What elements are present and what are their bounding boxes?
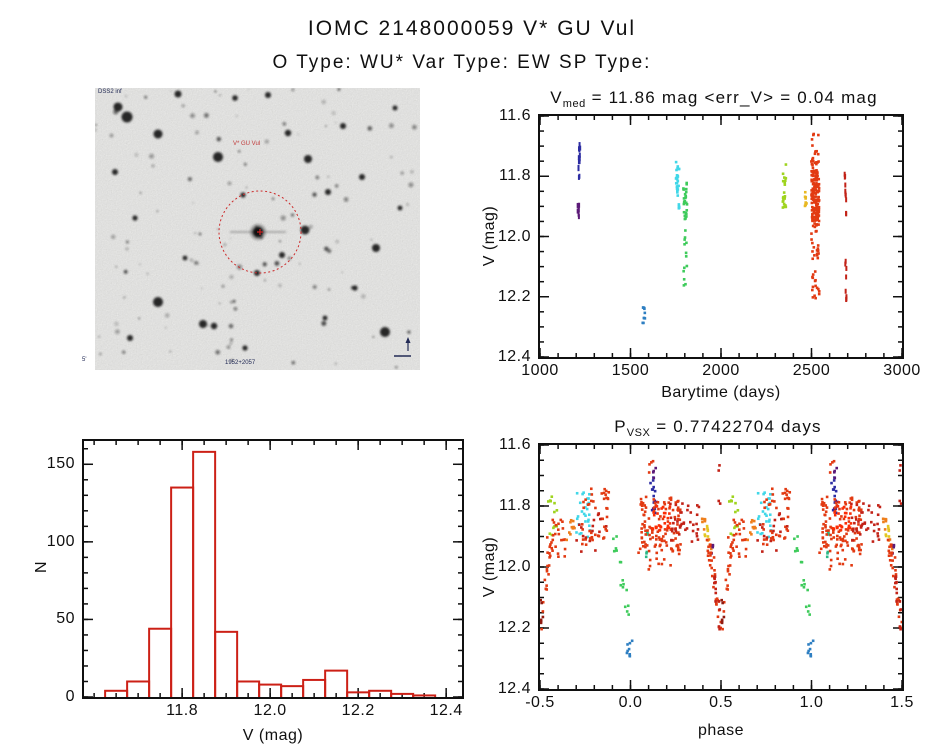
phase-y-tick-label: 12.0	[497, 558, 531, 575]
histogram-xaxis-label: V (mag)	[242, 727, 304, 744]
finder-coordinates-label: 1952+2057	[225, 360, 256, 366]
phase-x-tick-label: 1.0	[799, 694, 824, 711]
barytime-y-tick-label: 12.0	[497, 227, 531, 245]
hist-x-tick-label: 12.4	[429, 702, 463, 719]
phase-y-tick-label: 12.4	[497, 680, 531, 697]
vmed-value-text: = 11.86 mag <err_V> = 0.04 mag	[585, 87, 878, 107]
barytime-y-tick-label: 11.6	[499, 107, 531, 124]
phase-x-tick-label: 0.5	[709, 694, 733, 711]
barytime-x-tick-label: 1500	[611, 362, 650, 379]
phase-x-tick-label: 0.0	[618, 694, 643, 711]
hist-x-tick-label: 12.2	[341, 702, 375, 719]
barytime-y-tick-label: 12.2	[497, 287, 531, 305]
vmed-symbol: V	[550, 87, 563, 107]
barytime-y-tick-label: 11.8	[499, 167, 531, 185]
histogram-yaxis-label: N	[33, 560, 50, 574]
phase-folded-plot: -0.5 0.0 0.5 1.0 1.5 11.6 11.8 12.0 12.2 12.4	[498, 436, 914, 711]
star-field-image	[95, 88, 420, 370]
page-title: IOMC 2148000059 V* GU Vul	[307, 17, 637, 40]
hist-x-tick-label: 11.8	[166, 702, 199, 719]
page-subtitle: O Type: WU* Var Type: EW SP Type:	[272, 52, 652, 73]
barytime-canvas	[540, 116, 902, 357]
period-symbol: P	[614, 416, 627, 436]
hist-y-tick-label: 50	[56, 610, 75, 628]
phase-xaxis-label: phase	[697, 722, 745, 739]
phase-canvas	[540, 445, 902, 689]
finder-scale-label: 5'	[82, 357, 87, 363]
barytime-x-tick-label: 3000	[883, 362, 921, 379]
phase-y-tick-label: 12.2	[497, 619, 531, 636]
barytime-xaxis-label: Barytime (days)	[661, 384, 781, 401]
barytime-x-tick-label: 1000	[521, 362, 559, 379]
phase-yaxis-label: V (mag)	[481, 536, 498, 598]
barytime-plot-title: Vmed = 11.86 mag <err_V> = 0.04 mag	[550, 88, 878, 110]
phase-x-tick-label: 1.5	[890, 694, 914, 711]
magnitude-histogram-plot: 11.8 12.0 12.2 12.4 0 50 100 150	[47, 439, 464, 719]
phase-plot-title: PVSX = 0.77422704 days	[614, 417, 821, 439]
barytime-x-tick-label: 2500	[792, 362, 831, 379]
phase-x-tick-label: -0.5	[525, 694, 555, 711]
vmed-subscript: med	[562, 98, 586, 111]
phase-y-tick-label: 11.6	[499, 436, 531, 453]
finder-survey-label: DSS2 inf	[98, 89, 122, 95]
period-subscript: VSX	[626, 427, 651, 440]
hist-y-tick-label: 100	[46, 532, 75, 550]
hist-x-tick-label: 12.0	[253, 702, 287, 719]
hist-y-tick-label: 150	[46, 455, 75, 473]
histogram-canvas	[84, 441, 462, 697]
barytime-scatter-plot: 1000 1500 2000 2500 3000 11.6 11.8 12.0 12.2 12.4	[498, 107, 920, 379]
finder-star-name-label: V* GU Vul	[233, 141, 261, 147]
barytime-y-tick-label: 12.4	[497, 348, 531, 365]
finder-chart: DSS2 inf V* GU Vul 1952+2057 5'	[82, 88, 420, 370]
phase-y-tick-label: 11.8	[499, 497, 531, 514]
period-value-text: = 0.77422704 days	[650, 416, 822, 436]
barytime-yaxis-label: V (mag)	[481, 205, 498, 267]
hist-y-tick-label: 0	[65, 688, 75, 705]
barytime-x-tick-label: 2000	[702, 362, 740, 379]
